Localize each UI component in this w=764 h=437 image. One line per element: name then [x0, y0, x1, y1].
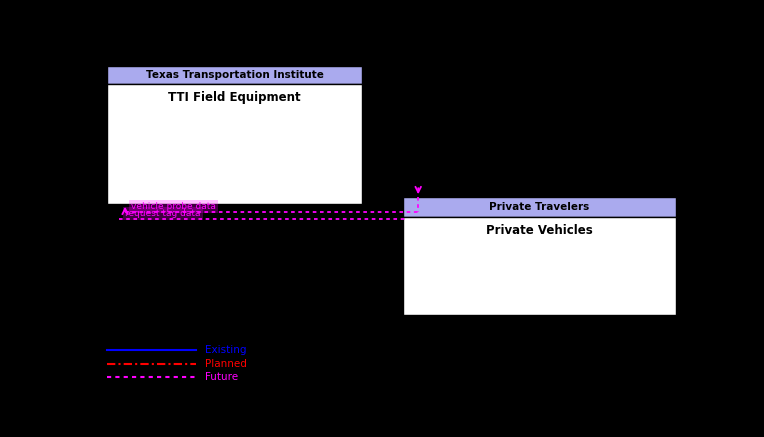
Text: Future: Future — [205, 372, 238, 382]
Text: Planned: Planned — [205, 359, 247, 369]
Text: request tag data: request tag data — [125, 208, 201, 218]
Bar — [403, 197, 676, 217]
Text: TTI Field Equipment: TTI Field Equipment — [168, 90, 301, 104]
Text: Existing: Existing — [205, 345, 247, 355]
Text: Texas Transportation Institute: Texas Transportation Institute — [146, 70, 324, 80]
Bar — [107, 84, 362, 204]
Text: vehicle probe data: vehicle probe data — [131, 202, 216, 211]
Text: Private Vehicles: Private Vehicles — [486, 224, 593, 237]
Bar — [403, 217, 676, 315]
Bar — [107, 66, 362, 84]
Text: Private Travelers: Private Travelers — [490, 202, 590, 212]
